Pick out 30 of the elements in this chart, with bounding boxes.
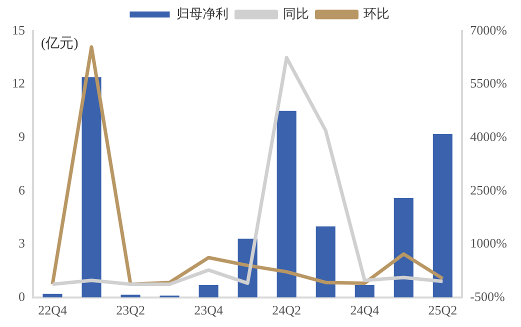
y2-tick-label: 1000% [470,236,508,251]
x-tick-label: 22Q4 [38,302,68,318]
y-tick-label: 15 [12,22,25,38]
legend-label: 同比 [282,6,309,21]
y2-tick-label: 7000% [470,22,508,38]
y-tick-label: 9 [18,128,25,144]
y2-tick-label: -500% [470,288,505,304]
x-tick-label: 23Q2 [116,302,145,318]
bar [354,284,374,298]
y2-tick-label: 4000% [470,128,508,144]
bar [198,284,218,298]
annotation: (亿元) [41,36,79,52]
bar [316,226,336,298]
y-tick-label: 3 [18,236,25,251]
y-tick-label: 12 [12,76,25,91]
y-tick-label: 6 [18,182,26,198]
x-tick-label: 23Q4 [194,302,224,318]
y2-tick-label: 2500% [470,182,508,198]
legend-label: 环比 [363,6,390,21]
x-tick-label: 25Q2 [428,302,458,318]
bar [432,134,452,298]
bar [120,294,140,298]
bar [276,110,296,298]
y-tick-label: 0 [18,288,25,304]
legend-label: 归母净利 [176,6,228,21]
x-tick-label: 24Q4 [350,302,380,318]
y2-tick-label: 5500% [470,76,508,91]
bar [394,198,414,298]
x-tick-label: 24Q2 [272,302,302,318]
bar [82,77,102,298]
